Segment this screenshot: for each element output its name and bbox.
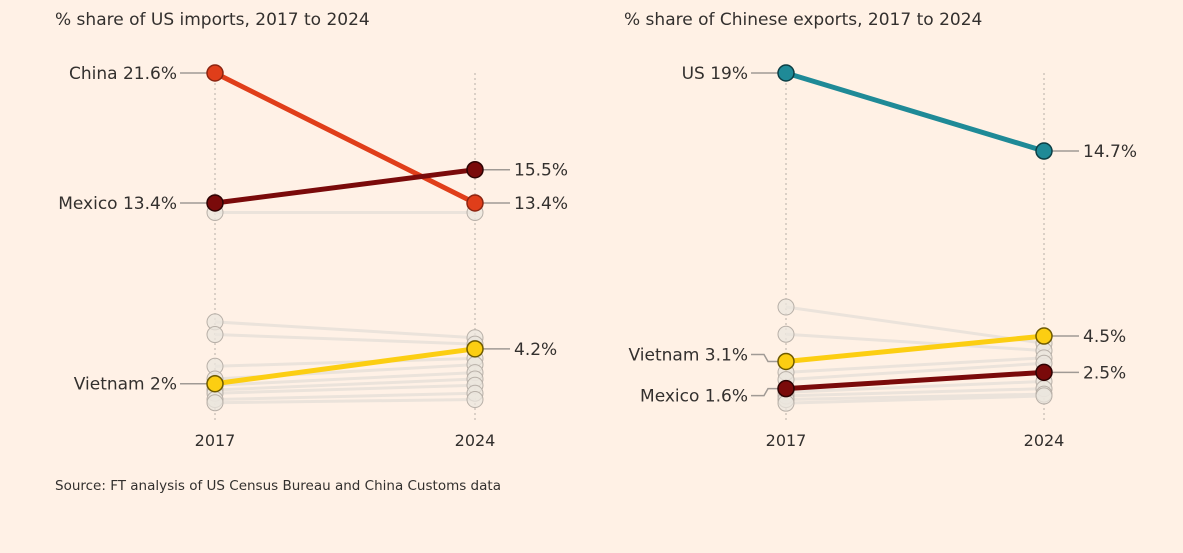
other-series-line xyxy=(785,361,1045,382)
other-series-point xyxy=(206,394,224,412)
other-series-line xyxy=(214,371,476,387)
other-series-point xyxy=(777,298,795,316)
series-point-vietnam xyxy=(1035,327,1053,345)
series-end-label: 2.5% xyxy=(1083,363,1126,383)
other-series-point xyxy=(777,325,795,343)
chinese-exports-chart: % share of Chinese exports, 2017 to 2024… xyxy=(624,10,1137,450)
label-leader xyxy=(751,387,778,397)
label-leader xyxy=(751,353,778,363)
x-tick-label: 2017 xyxy=(766,431,807,450)
source-note: Source: FT analysis of US Census Bureau … xyxy=(55,478,501,494)
series-end-label: 14.7% xyxy=(1083,142,1137,162)
series-point-us xyxy=(1035,142,1053,160)
series-point-mexico xyxy=(206,194,224,212)
series-start-label: US 19% xyxy=(682,64,748,84)
series-point-mexico xyxy=(1035,363,1053,382)
other-series-line xyxy=(785,379,1045,394)
series-point-vietnam xyxy=(466,340,484,358)
series-point-vietnam xyxy=(777,352,795,371)
other-series-point xyxy=(1035,387,1053,405)
series-end-label: 4.2% xyxy=(514,340,557,360)
other-series-line xyxy=(785,332,1045,353)
other-series-line xyxy=(214,320,476,340)
other-series-line xyxy=(785,394,1045,405)
other-series-line xyxy=(785,305,1045,345)
series-line-mexico xyxy=(212,167,478,206)
series-start-label: Mexico 1.6% xyxy=(640,387,748,407)
series-point-mexico xyxy=(466,160,484,179)
other-series-point xyxy=(466,391,484,409)
series-start-label: Vietnam 2% xyxy=(74,375,177,395)
other-series-line xyxy=(785,387,1045,398)
series-start-label: Vietnam 3.1% xyxy=(629,345,748,365)
other-series-line xyxy=(214,356,476,368)
series-line-vietnam xyxy=(212,346,478,387)
left-panel-bg xyxy=(0,0,600,553)
chart-title: % share of US imports, 2017 to 2024 xyxy=(55,10,370,30)
series-line-us xyxy=(783,70,1047,154)
other-series-line xyxy=(214,398,476,405)
other-series-line xyxy=(214,377,476,392)
x-tick-label: 2024 xyxy=(1024,431,1065,450)
series-point-us xyxy=(777,64,795,82)
other-series-point xyxy=(777,394,795,412)
other-series-line xyxy=(214,333,476,346)
us-imports-chart: % share of US imports, 2017 to 2024 2017… xyxy=(55,10,568,450)
series-line-china xyxy=(212,70,478,206)
series-end-label: 4.5% xyxy=(1083,327,1126,347)
chart-title: % share of Chinese exports, 2017 to 2024 xyxy=(624,10,982,30)
series-line-mexico xyxy=(783,369,1047,392)
other-series-line xyxy=(785,356,1045,374)
series-point-vietnam xyxy=(206,374,224,393)
x-tick-label: 2024 xyxy=(455,431,496,450)
series-line-vietnam xyxy=(783,333,1047,364)
x-tick-label: 2017 xyxy=(195,431,236,450)
series-end-label: 13.4% xyxy=(514,194,568,214)
other-series-line xyxy=(214,391,476,402)
series-start-label: China 21.6% xyxy=(69,64,177,84)
other-series-point xyxy=(206,326,224,344)
series-point-china xyxy=(466,194,484,212)
series-start-label: Mexico 13.4% xyxy=(58,194,177,214)
series-point-mexico xyxy=(777,379,795,398)
other-series-line xyxy=(214,383,476,395)
other-series-line xyxy=(785,392,1045,402)
series-point-china xyxy=(206,64,224,82)
series-end-label: 15.5% xyxy=(514,161,568,181)
